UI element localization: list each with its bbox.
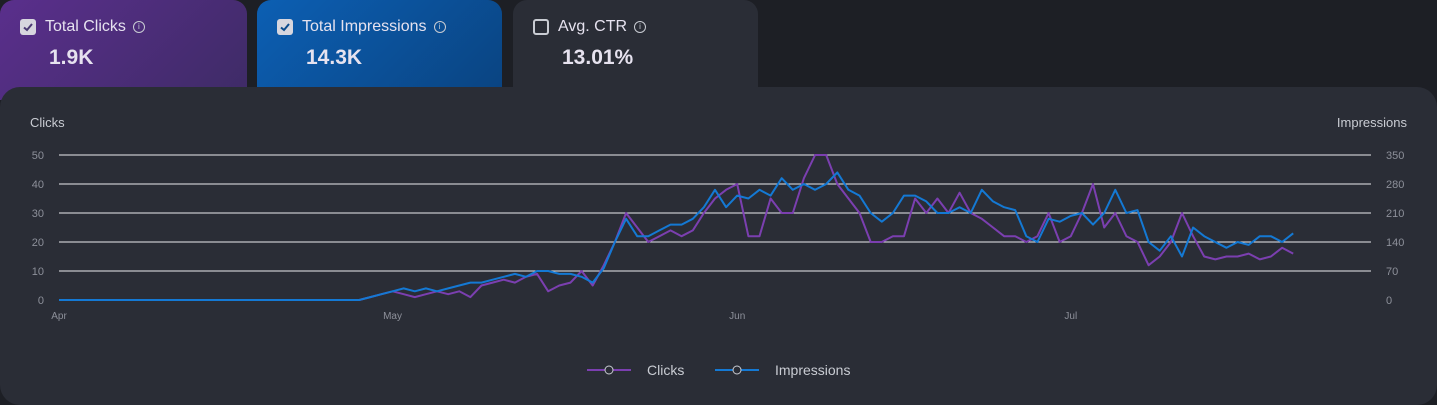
total-impressions-label: Total Impressions: [302, 18, 427, 35]
avg-ctr-checkbox[interactable]: [533, 19, 549, 35]
right-axis-title: Impressions: [1337, 115, 1408, 130]
series-line-impressions: [59, 171, 1294, 301]
x-tick-label: Jul: [1064, 311, 1077, 322]
left-tick-label: 30: [32, 208, 44, 220]
legend-label: Clicks: [647, 362, 684, 378]
total-clicks-card[interactable]: Total Clicks i 1.9K: [0, 0, 247, 100]
checkmark-icon: [280, 23, 290, 32]
total-impressions-checkbox[interactable]: [277, 19, 293, 35]
total-impressions-card[interactable]: Total Impressions i 14.3K: [257, 0, 502, 100]
info-icon[interactable]: i: [433, 21, 446, 33]
right-tick-label: 210: [1386, 208, 1404, 220]
right-tick-label: 350: [1386, 150, 1404, 162]
total-clicks-label: Total Clicks: [45, 18, 126, 35]
total-clicks-checkbox[interactable]: [20, 19, 36, 35]
right-tick-label: 0: [1386, 295, 1392, 307]
info-icon[interactable]: i: [634, 21, 647, 33]
total-impressions-value: 14.3K: [306, 46, 363, 69]
left-tick-label: 40: [32, 179, 44, 191]
total-clicks-value: 1.9K: [49, 46, 94, 69]
left-axis-title: Clicks: [30, 115, 65, 130]
left-tick-label: 50: [32, 150, 44, 162]
left-tick-label: 0: [38, 295, 44, 307]
series-line-clicks: [59, 154, 1294, 301]
legend-marker: [604, 365, 614, 375]
legend-marker: [732, 365, 742, 375]
x-tick-label: May: [383, 311, 402, 322]
x-tick-label: Jun: [729, 311, 745, 322]
chart-panel: Clicks Impressions 0 10 20 30 40 50 0 70 140 210 280…: [0, 87, 1437, 405]
x-tick-label: Apr: [51, 311, 67, 322]
right-tick-label: 140: [1386, 237, 1404, 249]
left-tick-label: 10: [32, 266, 44, 278]
checkmark-icon: [23, 23, 33, 32]
right-tick-label: 280: [1386, 179, 1404, 191]
performance-line-chart[interactable]: Clicks Impressions 0 10 20 30 40 50 0 70 140 210 280…: [0, 87, 1437, 405]
legend-label: Impressions: [775, 362, 850, 378]
avg-ctr-label: Avg. CTR: [558, 18, 628, 35]
right-tick-label: 70: [1386, 266, 1398, 278]
avg-ctr-card[interactable]: Avg. CTR i 13.01%: [513, 0, 758, 100]
info-icon[interactable]: i: [132, 21, 145, 33]
avg-ctr-value: 13.01%: [562, 46, 634, 69]
left-tick-label: 20: [32, 237, 44, 249]
